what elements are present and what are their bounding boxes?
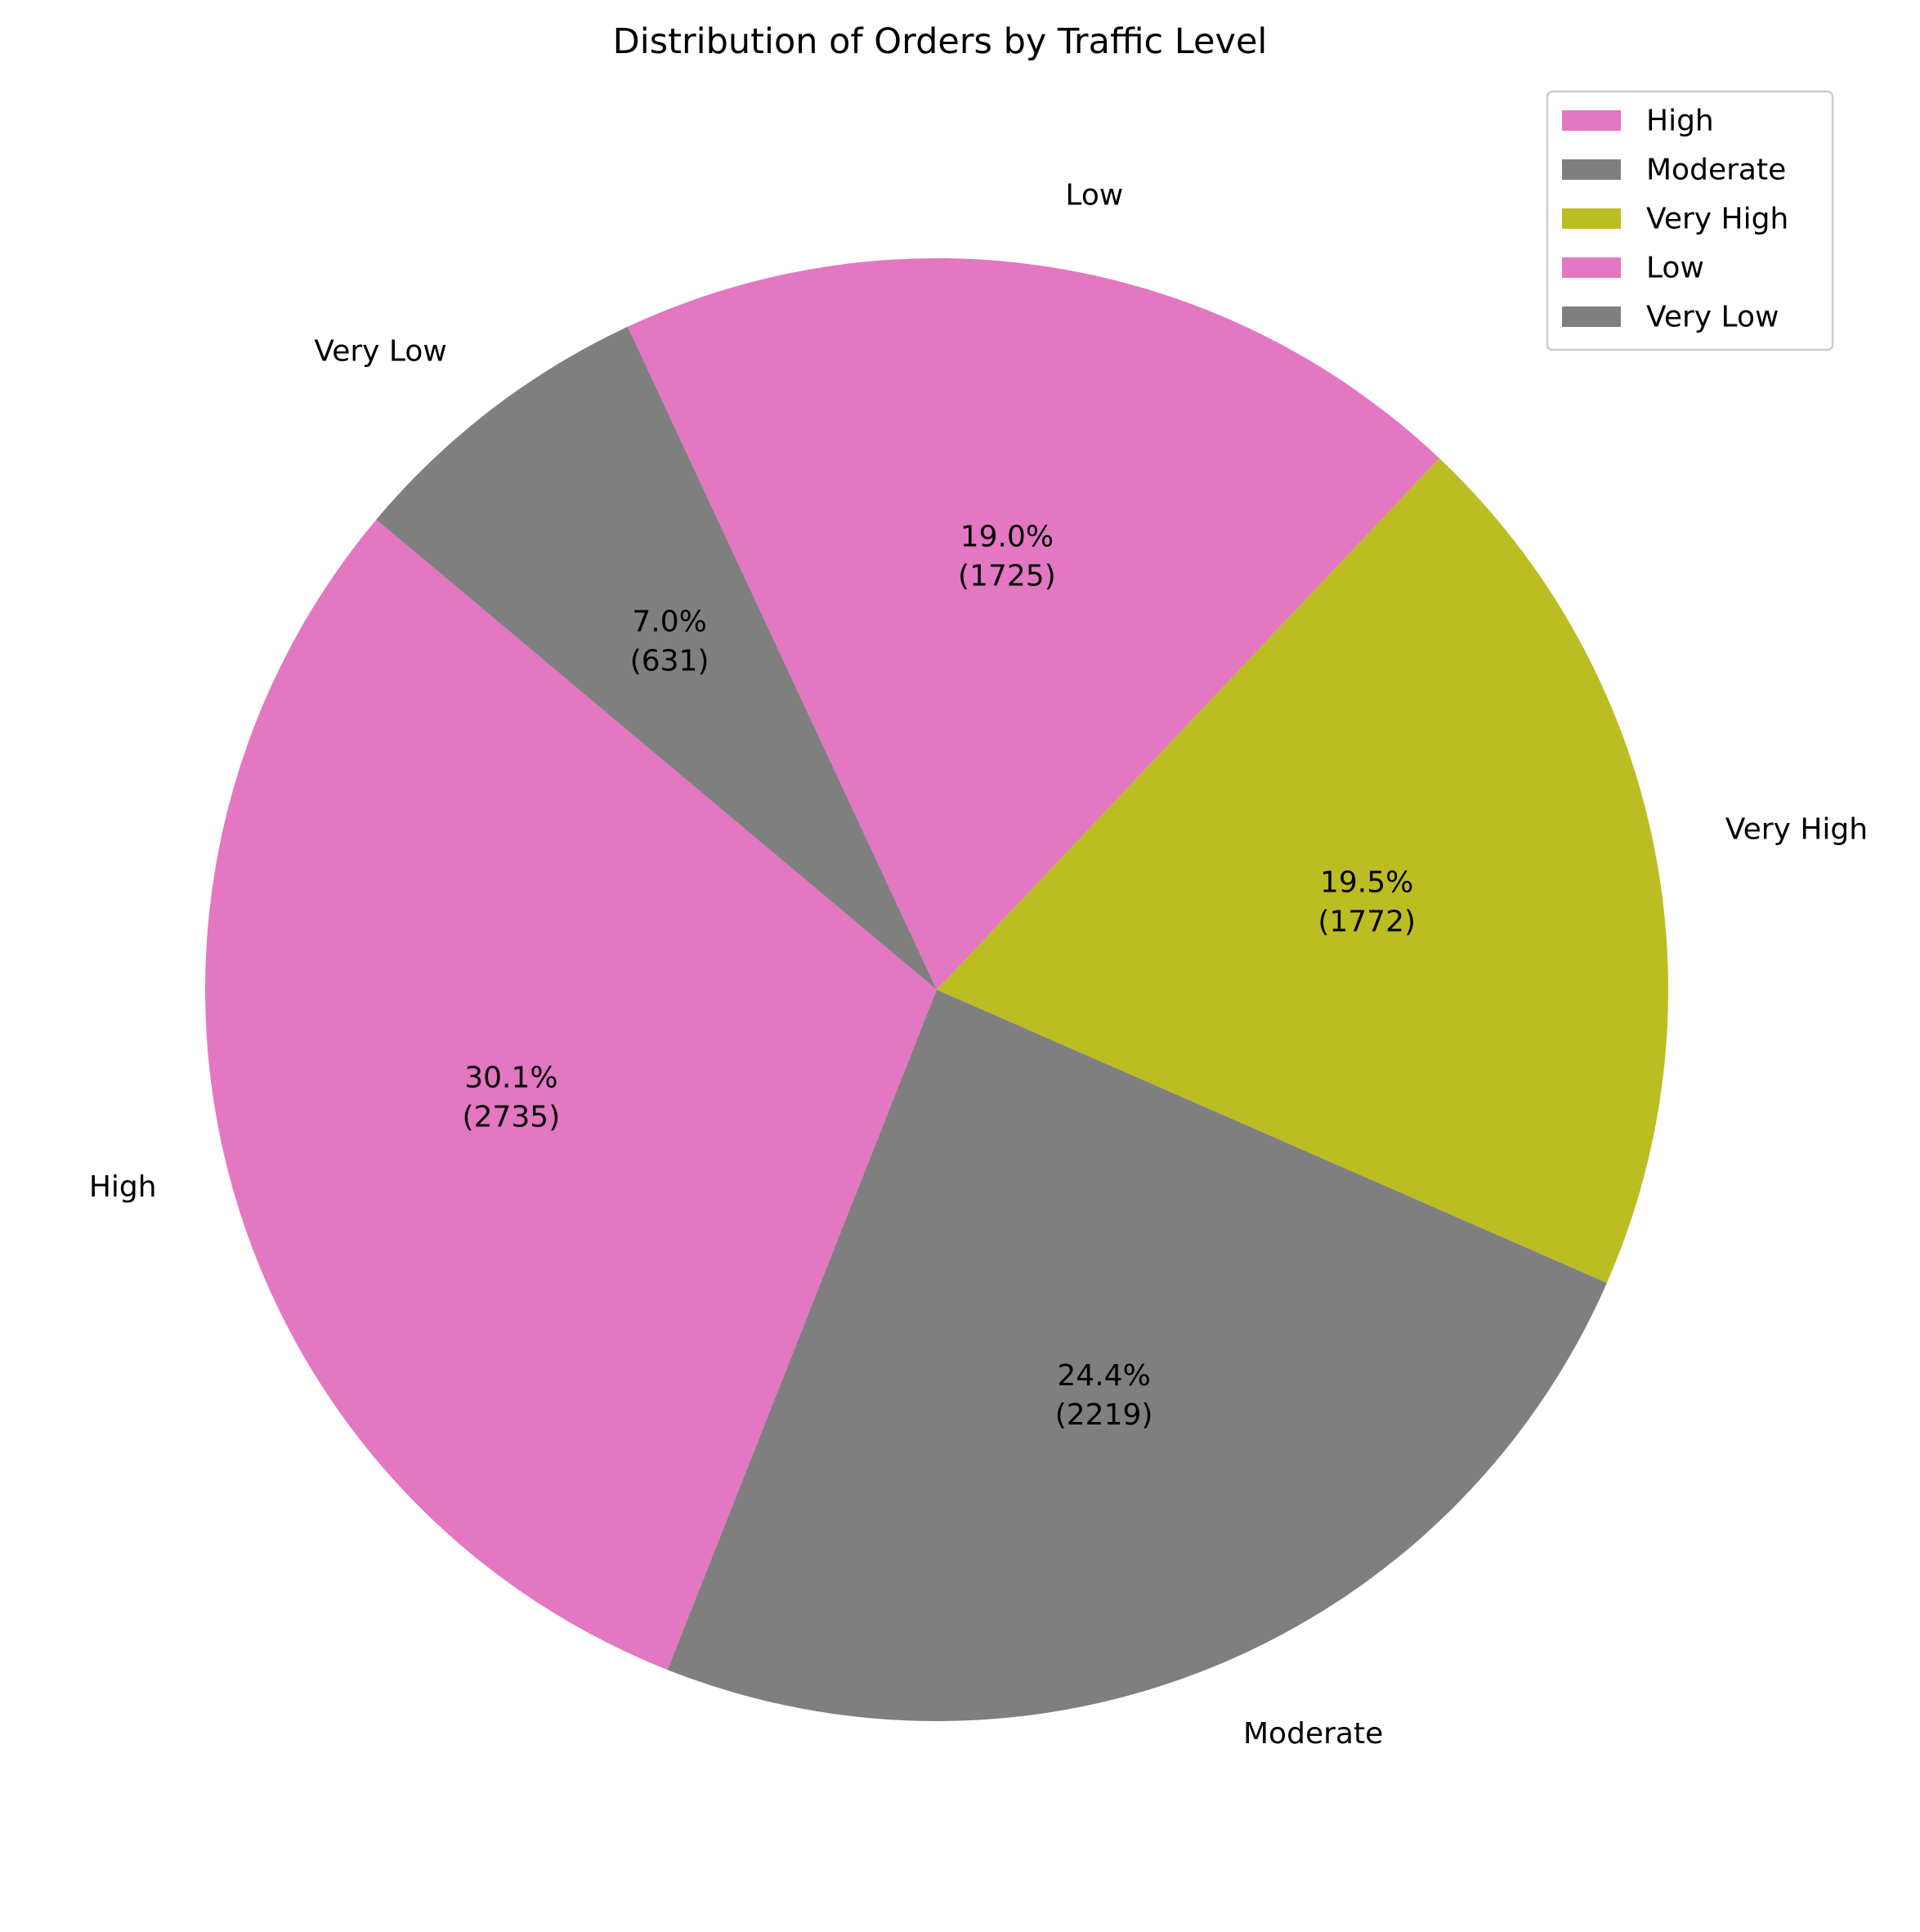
percent-label-very-high: 19.5% (1320, 866, 1413, 900)
legend-swatch-high (1562, 110, 1621, 131)
percent-label-very-low: 7.0% (632, 605, 706, 638)
count-label-high: (2735) (463, 1100, 561, 1134)
count-label-low: (1725) (958, 559, 1056, 593)
legend-swatch-moderate (1562, 159, 1621, 180)
count-label-very-low: (631) (630, 644, 709, 678)
slice-label-moderate: Moderate (1243, 1717, 1383, 1751)
pie-slice-very-low (376, 326, 937, 990)
slice-label-very-high: Very High (1725, 812, 1868, 846)
legend-label-moderate: Moderate (1646, 154, 1786, 187)
count-label-moderate: (2219) (1055, 1398, 1153, 1432)
percent-label-moderate: 24.4% (1057, 1359, 1150, 1393)
percent-label-low: 19.0% (960, 520, 1054, 553)
legend-label-low: Low (1646, 252, 1704, 285)
legend-swatch-very-low (1562, 306, 1621, 327)
slice-label-very-low: Very Low (314, 334, 446, 368)
chart-title: Distribution of Orders by Traffic Level (613, 21, 1268, 62)
count-label-very-high: (1772) (1318, 906, 1416, 939)
legend: High Moderate Very High Low Very Low (1546, 90, 1834, 351)
pie-slice-moderate (667, 990, 1607, 1721)
legend-label-very-low: Very Low (1646, 301, 1779, 334)
legend-swatch-very-high (1562, 208, 1621, 229)
legend-label-high: High (1646, 105, 1714, 138)
percent-label-high: 30.1% (464, 1061, 557, 1094)
legend-frame (1546, 90, 1834, 351)
pie-slice-very-high (937, 458, 1668, 1283)
legend-swatch-low (1562, 257, 1621, 278)
pie-slice-high (205, 519, 937, 1670)
slice-label-high: High (89, 1170, 157, 1204)
legend-label-very-high: Very High (1646, 203, 1788, 236)
pie-slices (205, 257, 1668, 1721)
pie-slice-low (627, 257, 1439, 990)
pie-labels: High 30.1% (2735) Moderate 24.4% (2219) Very H… (89, 179, 1868, 1751)
slice-label-low: Low (1065, 179, 1123, 212)
